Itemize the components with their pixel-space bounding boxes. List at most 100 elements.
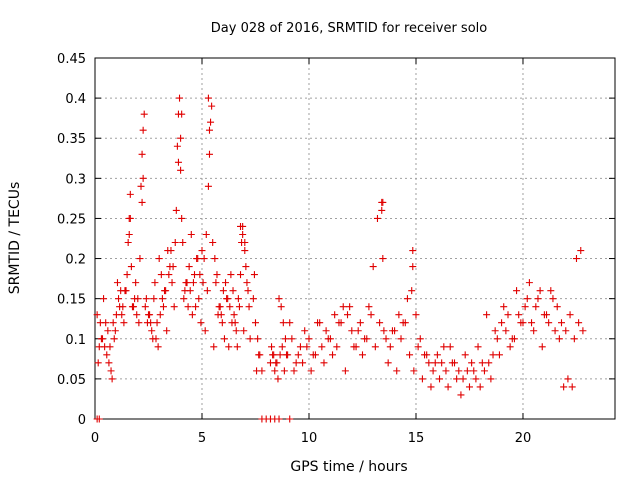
data-point — [397, 335, 405, 343]
data-point — [455, 367, 463, 375]
data-point — [219, 287, 227, 295]
data-point — [575, 319, 583, 327]
data-point — [104, 327, 112, 335]
data-point — [148, 327, 156, 335]
data-point — [94, 359, 102, 367]
data-point — [218, 319, 226, 327]
data-point — [560, 383, 568, 391]
data-point — [255, 351, 263, 359]
data-point — [564, 375, 572, 383]
y-tick-label: 0.05 — [57, 373, 86, 388]
data-point — [268, 343, 276, 351]
data-point — [127, 263, 135, 271]
data-point — [179, 239, 187, 247]
data-point — [322, 327, 330, 335]
data-point — [532, 303, 540, 311]
data-point — [316, 319, 324, 327]
data-point — [93, 311, 101, 319]
data-point — [244, 287, 252, 295]
axis-ticks: 0 0.05 0.1 0.15 0.2 0.25 0.3 0.35 0.4 0.45 0 5 10 15 2… — [57, 52, 615, 446]
data-point — [487, 375, 495, 383]
x-tick-label: 5 — [198, 431, 206, 446]
data-point — [444, 383, 452, 391]
data-point — [157, 271, 165, 279]
data-point — [395, 311, 403, 319]
data-point — [101, 343, 109, 351]
data-point — [210, 343, 218, 351]
data-point — [543, 311, 551, 319]
data-point — [182, 279, 190, 287]
data-point — [243, 279, 251, 287]
data-point — [158, 295, 166, 303]
data-point — [241, 247, 249, 255]
data-point — [480, 367, 488, 375]
data-point — [530, 327, 538, 335]
data-point — [197, 319, 205, 327]
data-point — [333, 343, 341, 351]
data-point — [108, 375, 116, 383]
data-point — [230, 311, 238, 319]
data-point — [163, 327, 171, 335]
data-point — [251, 319, 259, 327]
x-tick-label: 15 — [408, 431, 425, 446]
data-point — [446, 343, 454, 351]
data-point — [410, 367, 418, 375]
data-point — [436, 375, 444, 383]
data-point — [141, 303, 149, 311]
data-point — [226, 303, 234, 311]
data-point — [461, 351, 469, 359]
data-point — [299, 359, 307, 367]
data-point — [188, 311, 196, 319]
data-point — [406, 351, 414, 359]
data-point — [498, 319, 506, 327]
data-point — [324, 335, 332, 343]
data-point — [241, 239, 249, 247]
data-point — [339, 303, 347, 311]
data-point — [416, 335, 424, 343]
data-point — [379, 198, 387, 206]
data-point — [354, 327, 362, 335]
y-tick-label: 0 — [78, 413, 86, 428]
data-point — [566, 311, 574, 319]
data-point — [483, 311, 491, 319]
data-point — [517, 319, 525, 327]
data-point — [173, 142, 181, 150]
data-point — [549, 295, 557, 303]
data-point — [178, 110, 186, 118]
x-axis-label: GPS time / hours — [290, 459, 407, 475]
data-point — [378, 206, 386, 214]
data-point — [286, 415, 294, 423]
data-point — [124, 239, 132, 247]
data-point — [237, 271, 245, 279]
data-point — [376, 319, 384, 327]
data-point — [140, 110, 148, 118]
data-point — [177, 166, 185, 174]
y-tick-label: 0.2 — [65, 253, 86, 268]
data-point — [296, 343, 304, 351]
data-point — [253, 367, 261, 375]
data-point — [200, 255, 208, 263]
data-point — [290, 367, 298, 375]
data-point — [412, 311, 420, 319]
x-tick-label: 20 — [515, 431, 532, 446]
data-point — [246, 335, 254, 343]
data-point — [184, 303, 192, 311]
data-point — [187, 230, 195, 238]
data-point — [358, 351, 366, 359]
data-point — [438, 359, 446, 367]
data-point — [515, 311, 523, 319]
data-point — [213, 271, 221, 279]
data-point — [474, 343, 482, 351]
data-point — [135, 319, 143, 327]
y-axis-label: SRMTID / TECUs — [7, 182, 23, 295]
data-point — [427, 383, 435, 391]
data-point — [199, 279, 207, 287]
data-point — [568, 383, 576, 391]
data-point — [125, 230, 133, 238]
data-point — [463, 367, 471, 375]
data-point — [365, 303, 373, 311]
data-point — [534, 295, 542, 303]
data-point — [161, 287, 169, 295]
data-point — [528, 319, 536, 327]
data-point — [283, 351, 291, 359]
